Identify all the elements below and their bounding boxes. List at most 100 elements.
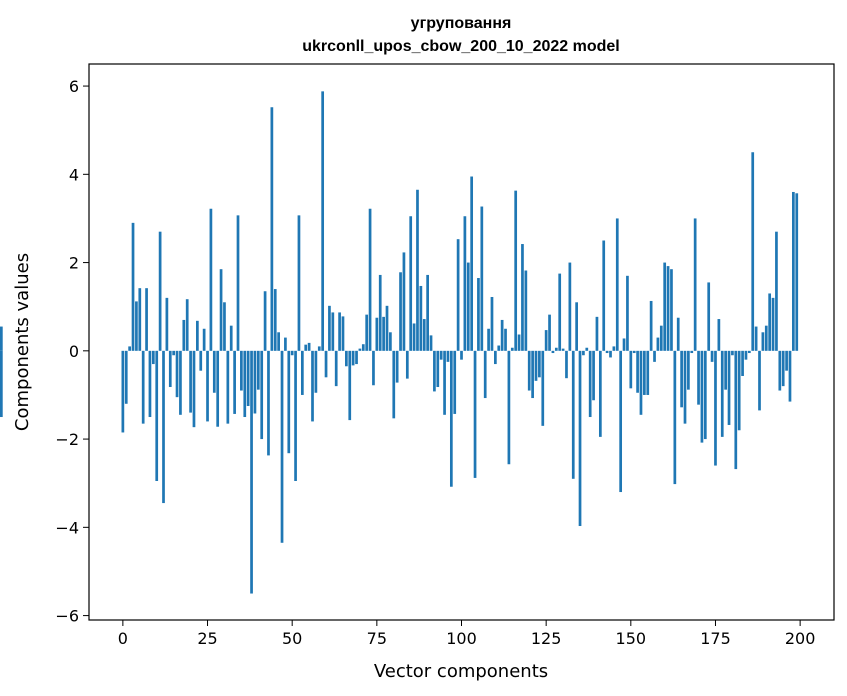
bar — [422, 319, 426, 351]
bar — [571, 350, 575, 479]
y-axis-ticks: −6 −4 −2 0 2 4 6 — [55, 77, 89, 626]
bar — [135, 301, 138, 351]
bar — [460, 350, 463, 360]
bar — [196, 320, 199, 351]
x-tick-label: 25 — [197, 629, 217, 648]
bar — [670, 269, 673, 351]
bars-group — [0, 91, 799, 594]
bar — [240, 350, 243, 391]
bar — [456, 239, 460, 351]
bar — [676, 317, 680, 351]
chart-title-line-1: угруповання — [411, 15, 512, 32]
bar — [582, 350, 585, 356]
bar — [720, 350, 724, 437]
bar — [673, 350, 677, 485]
bar — [402, 252, 406, 351]
bar — [138, 288, 142, 351]
bar — [687, 350, 690, 390]
bar — [365, 314, 369, 351]
bar — [531, 350, 534, 399]
bar — [256, 350, 260, 390]
bar — [548, 314, 551, 351]
bar — [345, 350, 348, 367]
bar — [710, 350, 714, 362]
bar — [585, 347, 589, 351]
x-axis-ticks: 0 25 50 75 100 125 150 175 200 — [118, 620, 815, 648]
bar — [155, 350, 159, 481]
bar — [263, 291, 267, 351]
bar — [290, 350, 294, 356]
bar — [466, 262, 470, 351]
bar — [588, 350, 592, 418]
bar — [609, 350, 612, 358]
bar — [0, 326, 3, 351]
bar — [747, 350, 751, 354]
bar — [781, 350, 785, 387]
bar — [636, 350, 639, 393]
bar — [219, 269, 223, 351]
bar — [643, 350, 646, 395]
bar — [273, 289, 277, 351]
bar — [575, 302, 578, 351]
bar — [433, 350, 436, 392]
bar — [473, 350, 477, 478]
bar — [439, 350, 443, 360]
bar — [510, 347, 514, 351]
bar — [761, 332, 765, 351]
bar — [521, 244, 524, 351]
bar — [792, 191, 795, 351]
bar — [565, 350, 568, 379]
bar — [649, 300, 653, 351]
bar — [795, 193, 799, 351]
bar — [768, 293, 772, 351]
bar — [785, 350, 788, 371]
bar — [666, 266, 670, 351]
bar — [500, 319, 504, 351]
bar — [619, 350, 623, 493]
bar — [162, 350, 165, 504]
y-tick-label: 4 — [69, 165, 79, 184]
bar — [226, 350, 230, 424]
bar — [771, 297, 775, 351]
bar — [280, 350, 284, 543]
bar — [229, 325, 233, 351]
bar — [375, 317, 379, 351]
bar — [297, 215, 301, 351]
bar — [206, 350, 209, 422]
bar — [534, 350, 538, 381]
bar — [714, 350, 717, 466]
bar — [554, 347, 558, 351]
bar — [558, 273, 562, 351]
bar — [615, 218, 619, 351]
bar — [287, 350, 291, 454]
bar — [659, 325, 663, 351]
bar — [321, 91, 325, 351]
bar — [463, 216, 467, 351]
bar — [470, 176, 474, 351]
bar — [551, 350, 555, 354]
bar — [483, 350, 487, 399]
y-tick-label: −2 — [55, 430, 79, 449]
bar — [561, 348, 565, 351]
bar — [0, 350, 3, 418]
bar — [690, 350, 694, 354]
bar — [324, 350, 328, 378]
bar — [578, 350, 582, 527]
bar — [632, 350, 636, 354]
x-tick-label: 75 — [367, 629, 387, 648]
y-tick-label: −6 — [55, 607, 79, 626]
bar — [253, 350, 257, 414]
bar — [477, 278, 480, 351]
bar — [405, 350, 409, 379]
bar — [724, 350, 727, 390]
bar — [399, 272, 402, 351]
bar — [737, 350, 741, 431]
bar — [300, 350, 304, 395]
bar — [639, 350, 643, 415]
bar — [504, 328, 507, 351]
x-tick-label: 50 — [282, 629, 302, 648]
bar — [372, 350, 375, 386]
bar — [341, 316, 345, 351]
bar — [236, 215, 240, 351]
bar — [646, 350, 650, 395]
